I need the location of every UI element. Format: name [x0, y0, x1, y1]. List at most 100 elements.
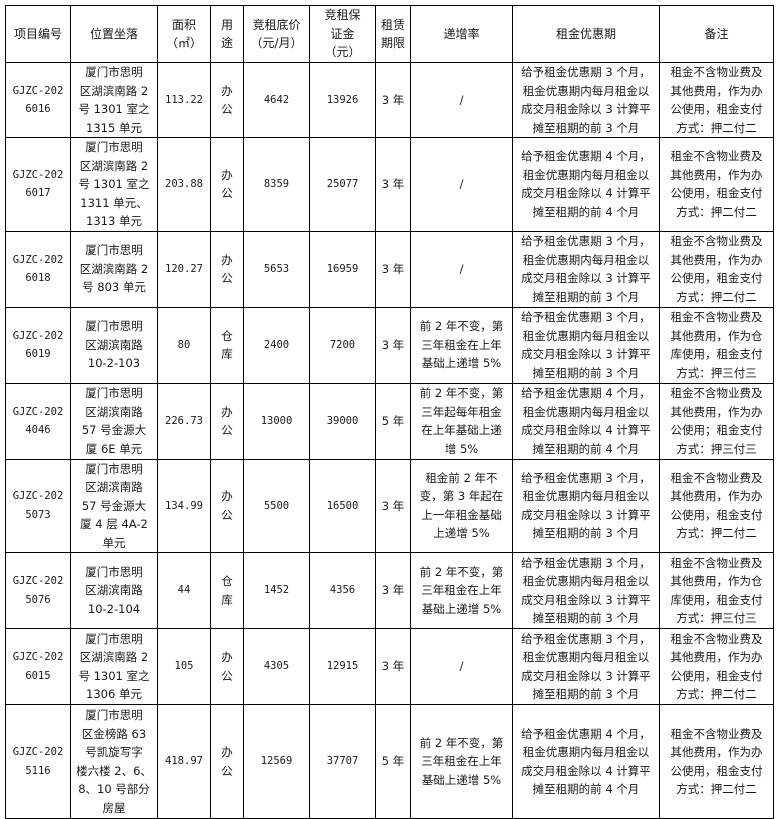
cell-base-price: 12569: [243, 704, 310, 819]
cell-use: 仓 库: [210, 306, 244, 384]
cell-increase-rate: /: [410, 62, 513, 138]
table-row: GJZC-202 5116 厦门市思明 区金榜路 63 号凯旋写字 楼六楼 2、6…: [5, 704, 774, 819]
cell-use: 办 公: [210, 458, 244, 553]
cell-discount-period: 给予租金优惠期 4 个月， 租金优惠期内每月租金以 成交月租金除以 4 计算平 …: [512, 704, 660, 819]
header-term: 租赁 期限: [375, 5, 411, 63]
cell-discount-period: 给予租金优惠期 3 个月， 租金优惠期内每月租金以 成交月租金除以 3 计算平 …: [512, 306, 660, 384]
cell-discount-period: 给予租金优惠期 3 个月， 租金优惠期内每月租金以 成交月租金除以 3 计算平 …: [512, 552, 660, 629]
cell-use: 仓 库: [210, 552, 244, 629]
table-row: GJZC-202 6015 厦门市思明 区湖滨南路 2 号 1301 室之 130…: [5, 628, 774, 705]
cell-remarks: 租金不含物业费及 其他费用，作为办 公使用，租金支付 方式：押二付二: [659, 137, 774, 232]
table-row: GJZC-202 4046 厦门市思明 区湖滨南路 57 号金源大 厦 6E 单元…: [5, 382, 774, 460]
cell-remarks: 租金不含物业费及 其他费用，作为办 公使用；租金支付 方式：押三付三: [659, 382, 774, 460]
cell-base-price: 5653: [243, 230, 310, 308]
cell-term: 3 年: [375, 306, 411, 384]
cell-location: 厦门市思明 区湖滨南路 57 号金源大 厦 4 层 4A-2 单元: [70, 458, 158, 553]
cell-project-id: GJZC-202 6018: [5, 230, 71, 308]
cell-location: 厦门市思明 区湖滨南路 2 号 1301 室之 1311 单元、 1313 单元: [70, 137, 158, 232]
cell-term: 3 年: [375, 137, 411, 232]
cell-increase-rate: 前 2 年不变，第 三年租金在上年 基础上递增 5%: [410, 704, 513, 819]
cell-use: 办 公: [210, 230, 244, 308]
cell-project-id: GJZC-202 5116: [5, 704, 71, 819]
header-remarks: 备注: [659, 5, 774, 63]
header-increase-rate: 递增率: [410, 5, 513, 63]
cell-remarks: 租金不含物业费及 其他费用，作为办 公使用，租金支付 方式：押二付二: [659, 62, 774, 138]
cell-increase-rate: /: [410, 230, 513, 308]
cell-deposit: 4356: [309, 552, 376, 629]
cell-area: 418.97: [157, 704, 211, 819]
cell-area: 105: [157, 628, 211, 705]
cell-term: 3 年: [375, 230, 411, 308]
cell-discount-period: 给予租金优惠期 3 个月， 租金优惠期内每月租金以 成交月租金除以 3 计算平 …: [512, 230, 660, 308]
cell-use: 办 公: [210, 137, 244, 232]
cell-deposit: 13926: [309, 62, 376, 138]
rental-listing-table: 项目编号 位置坐落 面积 （㎡） 用 途 竞租底价 （元/月） 竞租保 证金 （…: [5, 5, 774, 819]
header-row: 项目编号 位置坐落 面积 （㎡） 用 途 竞租底价 （元/月） 竞租保 证金 （…: [5, 5, 774, 63]
cell-deposit: 25077: [309, 137, 376, 232]
cell-area: 44: [157, 552, 211, 629]
header-use: 用 途: [210, 5, 244, 63]
cell-base-price: 2400: [243, 306, 310, 384]
cell-discount-period: 给予租金优惠期 3 个月， 租金优惠期内每月租金以 成交月租金除以 3 计算平 …: [512, 62, 660, 138]
cell-term: 5 年: [375, 382, 411, 460]
cell-remarks: 租金不含物业费及 其他费用，作为办 公使用，租金支付 方式：押二付二: [659, 628, 774, 705]
cell-base-price: 8359: [243, 137, 310, 232]
cell-location: 厦门市思明 区湖滨南路 2 号 1301 室之 1306 单元: [70, 628, 158, 705]
header-project-id: 项目编号: [5, 5, 71, 63]
header-discount-period: 租金优惠期: [512, 5, 660, 63]
cell-project-id: GJZC-202 5076: [5, 552, 71, 629]
cell-discount-period: 给予租金优惠期 3 个月， 租金优惠期内每月租金以 成交月租金除以 3 计算平 …: [512, 628, 660, 705]
cell-remarks: 租金不含物业费及 其他费用，作为办 公使用，租金支付 方式：押二付二: [659, 704, 774, 819]
cell-term: 3 年: [375, 628, 411, 705]
cell-base-price: 4305: [243, 628, 310, 705]
cell-area: 120.27: [157, 230, 211, 308]
cell-project-id: GJZC-202 6016: [5, 62, 71, 138]
cell-use: 办 公: [210, 704, 244, 819]
cell-remarks: 租金不含物业费及 其他费用，作为仓 库使用，租金支付 方式：押三付三: [659, 306, 774, 384]
cell-location: 厦门市思明 区湖滨南路 10-2-104: [70, 552, 158, 629]
header-base-price: 竞租底价 （元/月）: [243, 5, 310, 63]
table-row: GJZC-202 5073 厦门市思明 区湖滨南路 57 号金源大 厦 4 层 4…: [5, 458, 774, 553]
cell-term: 3 年: [375, 458, 411, 553]
cell-use: 办 公: [210, 382, 244, 460]
cell-location: 厦门市思明 区湖滨南路 10-2-103: [70, 306, 158, 384]
cell-use: 办 公: [210, 62, 244, 138]
cell-area: 80: [157, 306, 211, 384]
cell-location: 厦门市思明 区金榜路 63 号凯旋写字 楼六楼 2、6、 8、10 号部分 房屋: [70, 704, 158, 819]
cell-area: 113.22: [157, 62, 211, 138]
header-deposit: 竞租保 证金 （元）: [309, 5, 376, 63]
cell-location: 厦门市思明 区湖滨南路 2 号 803 单元: [70, 230, 158, 308]
cell-deposit: 16500: [309, 458, 376, 553]
cell-term: 3 年: [375, 62, 411, 138]
cell-increase-rate: 租金前 2 年不 变，第 3 年起在 上一年租金基础 上递增 5%: [410, 458, 513, 553]
cell-deposit: 39000: [309, 382, 376, 460]
cell-project-id: GJZC-202 5073: [5, 458, 71, 553]
table-row: GJZC-202 6018 厦门市思明 区湖滨南路 2 号 803 单元 120.2…: [5, 230, 774, 308]
cell-discount-period: 给予租金优惠期 3 个月， 租金优惠期内每月租金以 成交月租金除以 3 计算平 …: [512, 458, 660, 553]
cell-base-price: 13000: [243, 382, 310, 460]
cell-term: 5 年: [375, 704, 411, 819]
cell-increase-rate: 前 2 年不变，第 三年租金在上年 基础上递增 5%: [410, 306, 513, 384]
cell-deposit: 37707: [309, 704, 376, 819]
table-row: GJZC-202 5076 厦门市思明 区湖滨南路 10-2-104 44 仓 库 14…: [5, 552, 774, 629]
table-row: GJZC-202 6017 厦门市思明 区湖滨南路 2 号 1301 室之 131…: [5, 137, 774, 232]
cell-increase-rate: 前 2 年不变，第 三年租金在上年 基础上递增 5%: [410, 552, 513, 629]
cell-project-id: GJZC-202 4046: [5, 382, 71, 460]
cell-location: 厦门市思明 区湖滨南路 2 号 1301 室之 1315 单元: [70, 62, 158, 138]
table-row: GJZC-202 6019 厦门市思明 区湖滨南路 10-2-103 80 仓 库 24…: [5, 306, 774, 384]
cell-increase-rate: /: [410, 137, 513, 232]
cell-location: 厦门市思明 区湖滨南路 57 号金源大 厦 6E 单元: [70, 382, 158, 460]
cell-deposit: 16959: [309, 230, 376, 308]
cell-use: 办 公: [210, 628, 244, 705]
cell-remarks: 租金不含物业费及 其他费用，作为办 公使用，租金支付 方式：押二付二: [659, 458, 774, 553]
cell-area: 203.88: [157, 137, 211, 232]
cell-remarks: 租金不含物业费及 其他费用，作为仓 库使用，租金支付 方式：押三付三: [659, 552, 774, 629]
header-area: 面积 （㎡）: [157, 5, 211, 63]
header-location: 位置坐落: [70, 5, 158, 63]
cell-base-price: 1452: [243, 552, 310, 629]
cell-increase-rate: /: [410, 628, 513, 705]
cell-increase-rate: 前 2 年不变，第 三年起每年租金 在上年基础上递 增 5%: [410, 382, 513, 460]
cell-deposit: 7200: [309, 306, 376, 384]
cell-project-id: GJZC-202 6019: [5, 306, 71, 384]
cell-project-id: GJZC-202 6015: [5, 628, 71, 705]
